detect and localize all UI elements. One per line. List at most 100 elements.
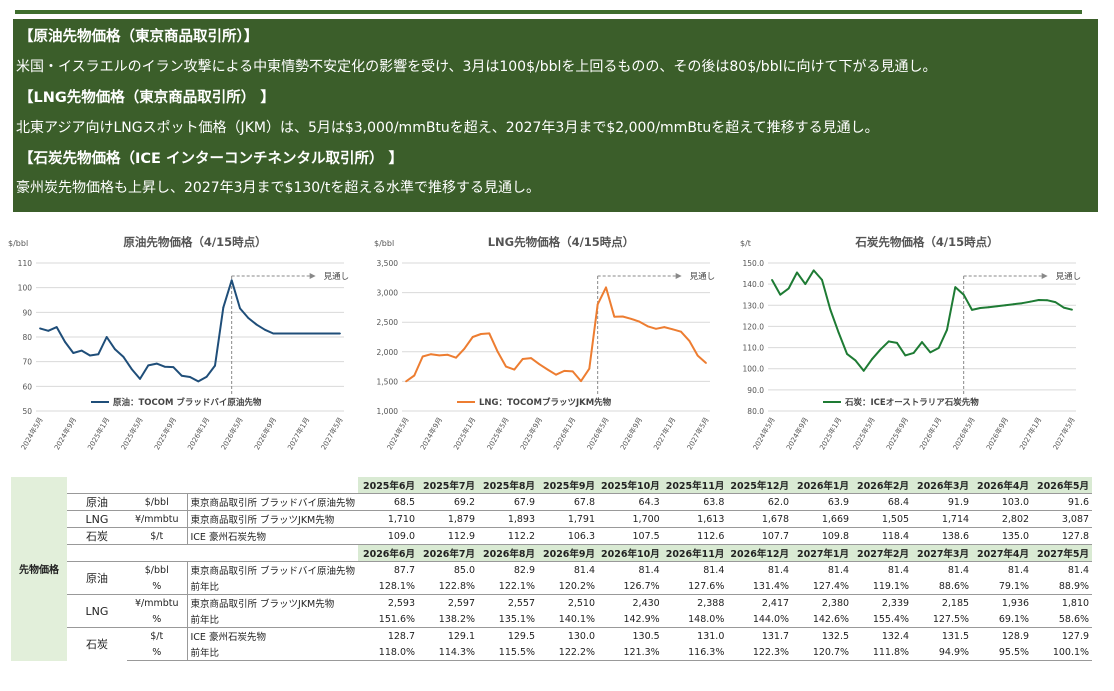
x-tick-label: 2025年9月: [884, 416, 910, 452]
x-tick-label: 2025年9月: [152, 416, 178, 452]
table-row: % 前年比 118.0% 114.3% 115.5% 122.2% 121.3% 116.3%…: [11, 644, 1093, 661]
y-tick-label: 50: [22, 407, 32, 416]
value-cell: 81.4: [598, 561, 663, 578]
data-point: [405, 380, 407, 383]
y-tick-label: 130.0: [743, 301, 765, 310]
crude-heading: 【原油先物価格（東京商品取引所）】: [19, 29, 259, 45]
yoy-cell: 120.2%: [558, 580, 596, 592]
data-point: [871, 358, 873, 361]
data-point: [280, 332, 283, 335]
x-tick-label: 2025年5月: [485, 416, 511, 452]
month-header: 2026年4月: [972, 477, 1033, 494]
data-point: [438, 354, 441, 357]
data-point: [471, 336, 474, 338]
yoy-cell: 127.4%: [812, 580, 850, 592]
data-point: [180, 374, 183, 377]
data-point: [996, 305, 998, 308]
value-cell: 2,185: [912, 594, 973, 611]
data-point: [1037, 299, 1040, 301]
value-cell: 63.8: [662, 493, 728, 511]
legend-label: 石炭：ICEオーストラリア石炭先物: [844, 397, 979, 408]
month-header: 2025年12月: [727, 477, 793, 494]
source-cell: ICE 豪州石炭先物: [186, 527, 359, 545]
x-tick-label: 2027年1月: [285, 416, 311, 452]
value-cell: 81.4: [1032, 561, 1093, 578]
value-cell: 2,802: [972, 510, 1033, 528]
value-cell: 131.5: [912, 627, 973, 644]
data-point: [588, 367, 591, 370]
y-tick-label: 140.0: [743, 280, 765, 289]
x-tick-label: 2025年5月: [119, 416, 145, 452]
table-row: LNG ¥/mmbtu 東京商品取引所 ブラッツJKM先物 1,710 1,879 1,8…: [11, 510, 1093, 528]
source-cell: 前年比: [186, 578, 359, 595]
value-cell: 1,505: [852, 510, 913, 528]
blank-cell: [67, 477, 127, 494]
data-point: [214, 364, 216, 367]
data-point: [64, 341, 66, 343]
data-point: [197, 380, 200, 383]
yoy-cell: 94.9%: [912, 644, 973, 661]
data-point: [887, 340, 890, 343]
value-cell: 1,879: [418, 510, 479, 528]
value-cell: 81.4: [912, 561, 973, 578]
value-cell: 82.9: [478, 561, 539, 578]
data-point: [971, 309, 973, 311]
value-cell: 81.4: [662, 561, 728, 578]
x-tick-label: 2026年9月: [984, 416, 1010, 452]
x-tick-label: 2025年1月: [85, 416, 111, 452]
summary-banner: 【原油先物価格（東京商品取引所）】 米国・イスラエルのイラン攻撃による中東情勢不…: [13, 19, 1098, 212]
data-point: [663, 326, 666, 328]
month-header: 2025年9月: [538, 477, 599, 494]
value-cell: 2,557: [478, 594, 539, 611]
data-point: [172, 366, 175, 368]
forecast-annotation: 見通し: [1056, 271, 1082, 282]
commodity-label: 原油: [67, 561, 127, 595]
value-cell: 69.2: [418, 493, 479, 511]
yoy-cell: 155.4%: [872, 613, 910, 625]
data-point: [222, 306, 225, 309]
top-divider: [15, 10, 1082, 14]
data-point: [896, 342, 898, 344]
legend-label: 原油：TOCOM ブラッドバイ原油先物: [113, 397, 262, 408]
forecast-arrow-head: [309, 273, 316, 279]
month-header: 2025年10月: [598, 477, 663, 494]
data-point: [155, 362, 158, 365]
data-point: [954, 286, 957, 288]
yoy-cell: 95.5%: [972, 644, 1033, 661]
table-row: 石炭 $/t ICE 豪州石炭先物 109.0 112.9 112.2 106.3 107.5…: [11, 527, 1093, 545]
coal-chart: 石炭先物価格（4/15時点） $/t 80.0 90.0 100.0 110.0 120.0…: [738, 228, 1103, 465]
yoy-cell: 111.8%: [852, 644, 913, 661]
yoy-cell: 144.0%: [752, 613, 790, 625]
value-cell: 63.9: [792, 493, 853, 511]
value-cell: 1,678: [727, 510, 793, 528]
data-point: [89, 354, 91, 357]
value-cell: 2,417: [727, 594, 793, 611]
value-cell: 112.9: [418, 527, 479, 545]
x-tick-label: 2026年5月: [585, 416, 611, 452]
coal-text: 豪州炭先物価格も上昇し、2027年3月まで$130/tを超える水準で推移する見通…: [16, 180, 540, 196]
month-header: 2025年6月: [358, 477, 419, 494]
value-cell: 67.8: [538, 493, 599, 511]
x-tick-label: 2027年5月: [1051, 416, 1077, 452]
data-point: [480, 333, 482, 335]
month-header: 2026年6月: [358, 544, 419, 562]
data-point: [421, 355, 424, 358]
unit-cell: %: [127, 644, 187, 661]
table-row: 先物価格 2025年6月 2025年7月 2025年8月 2025年9月 2025年10月…: [11, 477, 1093, 661]
value-cell: 81.4: [792, 561, 853, 578]
data-point: [97, 353, 100, 356]
value-cell: 130.0: [538, 627, 599, 644]
data-point: [638, 320, 641, 323]
y-tick-label: 110: [18, 259, 33, 268]
data-point: [122, 355, 125, 358]
yoy-cell: 122.1%: [498, 580, 536, 592]
value-cell: 2,510: [538, 594, 599, 611]
x-tick-label: 2027年5月: [685, 416, 711, 452]
data-point: [1004, 304, 1007, 307]
y-tick-label: 100: [18, 284, 33, 293]
data-point: [130, 368, 133, 370]
data-point: [937, 347, 940, 349]
value-cell: 1,669: [792, 510, 853, 528]
unit-label: $/t: [740, 239, 751, 248]
month-header: 2027年3月: [912, 544, 973, 562]
